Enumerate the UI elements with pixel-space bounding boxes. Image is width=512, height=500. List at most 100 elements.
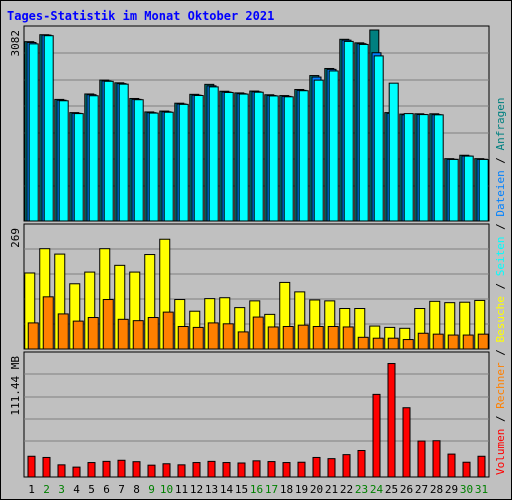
bar-seiten-4 (73, 113, 84, 222)
bar-seiten-29 (448, 158, 459, 222)
bar-seiten-30 (463, 155, 474, 222)
x-tick-label-6: 6 (103, 483, 110, 496)
bar-volumen-31 (477, 455, 486, 478)
legend: Volumen / Rechner / Besuche / Seiten / D… (494, 97, 507, 475)
legend-item-dateien: Dateien (494, 170, 507, 216)
bar-volumen-23 (357, 450, 366, 478)
panel-visits-hosts: 269 (9, 223, 490, 350)
bar-seiten-17 (268, 95, 279, 222)
bar-volumen-14 (222, 462, 231, 478)
bar-rechner-8 (132, 320, 144, 350)
bar-rechner-11 (177, 326, 189, 350)
x-tick-label-7: 7 (118, 483, 125, 496)
bar-rechner-29 (447, 334, 459, 350)
bar-volumen-1 (27, 455, 36, 478)
x-tick-label-20: 20 (310, 483, 323, 496)
x-tick-label-30: 30 (460, 483, 473, 496)
x-tick-label-22: 22 (340, 483, 353, 496)
x-tick-label-25: 25 (385, 483, 398, 496)
x-tick-label-24: 24 (370, 483, 384, 496)
x-tick-label-4: 4 (73, 483, 80, 496)
bar-seiten-22 (343, 40, 354, 222)
x-axis-day-labels: 1 2 3 4 5 6 7 8 9 10 11 12 13 14 15 16 17 18 19 20 21 22 23 24 2… (28, 483, 488, 496)
bar-seiten-20 (313, 79, 324, 222)
chart-title: Tages-Statistik im Monat Oktober 2021 (7, 9, 275, 23)
legend-item-besuche: Besuche (494, 296, 507, 342)
bar-volumen-8 (132, 461, 141, 478)
bar-rechner-12 (192, 326, 204, 350)
bar-rechner-3 (57, 313, 69, 350)
bar-volumen-7 (117, 459, 126, 478)
bar-seiten-31 (478, 158, 489, 222)
bar-volumen-21 (327, 458, 336, 478)
bar-volumen-12 (192, 462, 201, 478)
bar-volumen-15 (237, 462, 246, 478)
legend-item-anfragen: Anfragen (494, 97, 507, 150)
bar-seiten-7 (118, 83, 129, 222)
bar-seiten-8 (133, 99, 144, 222)
bar-seiten-2 (43, 35, 54, 222)
x-tick-label-2: 2 (43, 483, 50, 496)
bar-rechner-15 (237, 331, 249, 350)
bar-seiten-15 (238, 93, 249, 222)
bar-rechner-22 (342, 326, 354, 350)
bar-rechner-13 (207, 322, 219, 350)
bar-volumen-28 (432, 440, 441, 478)
bar-seiten-27 (418, 114, 429, 222)
x-tick-label-13: 13 (205, 483, 218, 496)
bar-volumen-16 (252, 460, 261, 478)
legend-text: Volumen / Rechner / Besuche / Seiten / D… (494, 97, 507, 475)
bar-rechner-23 (357, 336, 369, 350)
bar-rechner-10 (162, 311, 174, 350)
bar-volumen-30 (462, 461, 471, 478)
bar-seiten-5 (88, 95, 99, 222)
x-tick-label-11: 11 (175, 483, 188, 496)
panel-volume: 111.44 MB (9, 351, 490, 478)
bar-seiten-21 (328, 70, 339, 222)
bar-volumen-27 (417, 440, 426, 478)
x-tick-label-16: 16 (250, 483, 263, 496)
bar-seiten-14 (223, 91, 234, 222)
bar-volumen-3 (57, 464, 66, 478)
x-tick-label-23: 23 (355, 483, 368, 496)
bar-seiten-9 (148, 112, 159, 222)
x-tick-label-8: 8 (133, 483, 140, 496)
bar-volumen-22 (342, 454, 351, 478)
bar-volumen-17 (267, 461, 276, 478)
bar-rechner-1 (27, 322, 39, 350)
bar-rechner-18 (282, 326, 294, 350)
bar-volumen-20 (312, 456, 321, 478)
bar-seiten-23 (358, 43, 369, 222)
bar-rechner-6 (102, 299, 114, 350)
bar-seiten-10 (163, 111, 174, 222)
bar-volumen-26 (402, 407, 411, 478)
bar-rechner-28 (432, 333, 444, 350)
x-tick-label-1: 1 (28, 483, 35, 496)
bar-rechner-31 (477, 333, 489, 350)
bar-seiten-3 (58, 100, 69, 222)
x-tick-label-15: 15 (235, 483, 248, 496)
legend-item-seiten: Seiten (494, 237, 507, 277)
bar-volumen-29 (447, 453, 456, 478)
bar-seiten-6 (103, 80, 114, 222)
panel-requests-files-pages: 3082 (9, 25, 490, 222)
bar-volumen-5 (87, 462, 96, 478)
x-tick-label-18: 18 (280, 483, 293, 496)
bar-rechner-27 (417, 332, 429, 350)
x-tick-label-9: 9 (148, 483, 155, 496)
x-tick-label-28: 28 (430, 483, 443, 496)
bar-rechner-17 (267, 326, 279, 350)
x-tick-label-26: 26 (400, 483, 413, 496)
x-tick-label-21: 21 (325, 483, 338, 496)
bar-rechner-20 (312, 326, 324, 350)
x-tick-label-5: 5 (88, 483, 95, 496)
bar-seiten-25 (388, 82, 399, 222)
panel-background (23, 351, 490, 478)
bar-volumen-25 (387, 363, 396, 478)
bar-seiten-16 (253, 91, 264, 222)
x-tick-label-3: 3 (58, 483, 65, 496)
x-tick-label-10: 10 (160, 483, 173, 496)
bar-rechner-14 (222, 323, 234, 350)
bar-rechner-26 (402, 339, 414, 350)
x-tick-label-17: 17 (265, 483, 278, 496)
